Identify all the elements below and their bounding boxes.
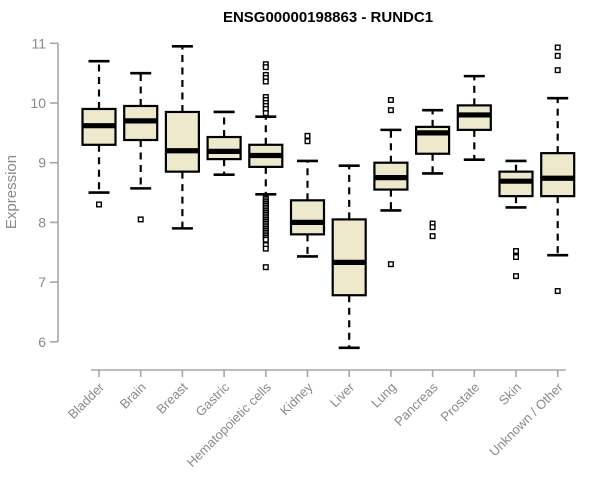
outlier-point bbox=[513, 248, 520, 255]
outlier-point bbox=[262, 264, 269, 271]
x-tick-label-lung: Lung bbox=[368, 380, 399, 411]
iqr-box bbox=[540, 152, 576, 198]
outlier-point bbox=[387, 107, 394, 114]
y-tick-label-8: 8 bbox=[38, 214, 46, 230]
x-tick-label-gastric: Gastric bbox=[193, 379, 233, 419]
outlier-point bbox=[387, 97, 394, 104]
y-axis: 6 7 8 9 10 11 bbox=[30, 35, 59, 350]
x-tick-label-bladder: Bladder bbox=[65, 379, 108, 422]
boxplot-unknown-other bbox=[540, 44, 576, 295]
iqr-box bbox=[331, 218, 367, 297]
outlier-point bbox=[554, 288, 561, 295]
x-tick-label-kidney: Kidney bbox=[277, 379, 316, 418]
y-tick-label-9: 9 bbox=[38, 155, 46, 171]
outlier-point bbox=[262, 245, 269, 252]
outlier-point bbox=[137, 216, 144, 223]
boxplot-hematopoietic-cells bbox=[248, 61, 284, 271]
iqr-box bbox=[164, 110, 200, 173]
y-tick-label-6: 6 bbox=[38, 334, 46, 350]
boxplot-skin bbox=[498, 159, 534, 280]
x-tick-label-prostate: Prostate bbox=[438, 380, 483, 425]
boxplot-pancreas bbox=[415, 108, 451, 240]
iqr-box bbox=[206, 135, 242, 161]
outlier-point bbox=[429, 224, 436, 231]
y-tick-label-11: 11 bbox=[31, 35, 46, 51]
boxplot-series bbox=[81, 44, 576, 350]
outlier-point bbox=[554, 44, 561, 51]
x-tick-label-breast: Breast bbox=[153, 379, 190, 416]
boxplot-breast bbox=[164, 44, 200, 230]
outlier-point bbox=[262, 236, 269, 243]
outlier-point bbox=[262, 110, 269, 117]
y-tick-label-10: 10 bbox=[30, 95, 46, 111]
boxplot-kidney bbox=[289, 132, 326, 258]
outlier-point bbox=[262, 64, 269, 71]
y-tick-label-7: 7 bbox=[38, 274, 46, 290]
y-axis-label: Expression bbox=[3, 155, 20, 229]
outlier-point bbox=[513, 273, 520, 280]
outlier-point bbox=[387, 261, 394, 268]
boxplot-liver bbox=[331, 164, 367, 350]
boxplot-gastric bbox=[206, 110, 242, 176]
boxplot-prostate bbox=[456, 74, 492, 162]
outlier-point bbox=[304, 132, 311, 139]
outlier-point bbox=[554, 52, 561, 59]
outlier-point bbox=[262, 78, 269, 85]
x-tick-label-brain: Brain bbox=[117, 380, 149, 412]
outlier-point bbox=[429, 233, 436, 240]
x-tick-label-skin: Skin bbox=[496, 380, 524, 408]
iqr-box bbox=[498, 170, 534, 198]
boxplot-brain bbox=[123, 71, 159, 223]
outlier-point bbox=[513, 254, 520, 261]
iqr-box bbox=[456, 104, 492, 131]
chart-title: ENSG00000198863 - RUNDC1 bbox=[223, 9, 433, 26]
x-tick-label-pancreas: Pancreas bbox=[391, 379, 441, 429]
boxplot-bladder bbox=[81, 59, 117, 208]
x-tick-label-unknown-other: Unknown / Other bbox=[486, 379, 566, 459]
x-tick-label-liver: Liver bbox=[327, 379, 358, 410]
outlier-point bbox=[554, 67, 561, 74]
outlier-point bbox=[304, 138, 311, 145]
iqr-box bbox=[289, 199, 326, 236]
outlier-point bbox=[95, 201, 102, 208]
boxplot-lung bbox=[373, 97, 409, 268]
